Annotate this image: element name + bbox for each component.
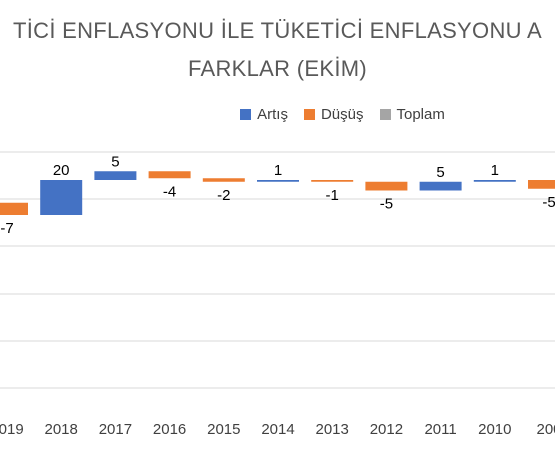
x-tick-label-200: 200	[536, 421, 555, 438]
legend-label-total: Toplam	[396, 106, 445, 123]
legend-item-increase: Artış	[240, 106, 288, 123]
data-label-2011: 5	[436, 164, 444, 181]
x-tick-label-2018: 2018	[45, 421, 78, 438]
bar-2011	[419, 181, 462, 191]
x-tick-label-2010: 2010	[478, 421, 511, 438]
legend-label-increase: Artış	[257, 106, 288, 123]
data-label-2013: -1	[326, 187, 339, 204]
data-label-2015: -2	[217, 187, 230, 204]
bar-2015	[202, 178, 245, 182]
legend-swatch-increase	[240, 109, 252, 120]
chart-legend: Artış Düşüş Toplam	[0, 106, 555, 123]
data-label-2016: -4	[163, 183, 176, 200]
x-tick-label-2016: 2016	[153, 421, 186, 438]
bar-2013	[311, 180, 354, 182]
legend-swatch-total	[379, 109, 391, 120]
chart-title-line-1: TİCİ ENFLASYONU İLE TÜKETİCİ ENFLASYONU …	[12, 18, 542, 43]
bar-2016	[148, 171, 191, 179]
data-label-2012: -5	[380, 196, 393, 213]
legend-label-decrease: Düşüş	[320, 106, 364, 123]
bar-2017	[94, 171, 137, 180]
x-tick-label-2019: 2019	[0, 421, 24, 438]
legend-swatch-decrease	[303, 109, 315, 120]
bar-200	[528, 180, 555, 189]
data-label-200: -5	[542, 194, 555, 211]
x-tick-label-2015: 2015	[207, 421, 240, 438]
x-tick-label-2013: 2013	[316, 421, 349, 438]
data-label-2018: 20	[53, 162, 70, 179]
bar-2012	[365, 181, 408, 191]
data-label-2017: 5	[111, 153, 119, 170]
x-tick-label-2014: 2014	[261, 421, 294, 438]
chart-title-line-2: FARKLAR (EKİM)	[187, 56, 367, 81]
data-label-2010: 1	[491, 162, 499, 179]
x-tick-label-2017: 2017	[99, 421, 132, 438]
data-label-2019: -7	[0, 220, 13, 237]
bar-2014	[257, 180, 299, 182]
legend-item-decrease: Düşüş	[303, 106, 364, 123]
legend-item-total: Toplam	[379, 106, 445, 123]
x-tick-label-2012: 2012	[370, 421, 403, 438]
bar-2019	[0, 202, 28, 215]
x-tick-label-2011: 2011	[424, 421, 456, 438]
bar-2010	[473, 180, 516, 182]
data-label-2014: 1	[274, 162, 282, 179]
bar-2018	[40, 180, 83, 215]
